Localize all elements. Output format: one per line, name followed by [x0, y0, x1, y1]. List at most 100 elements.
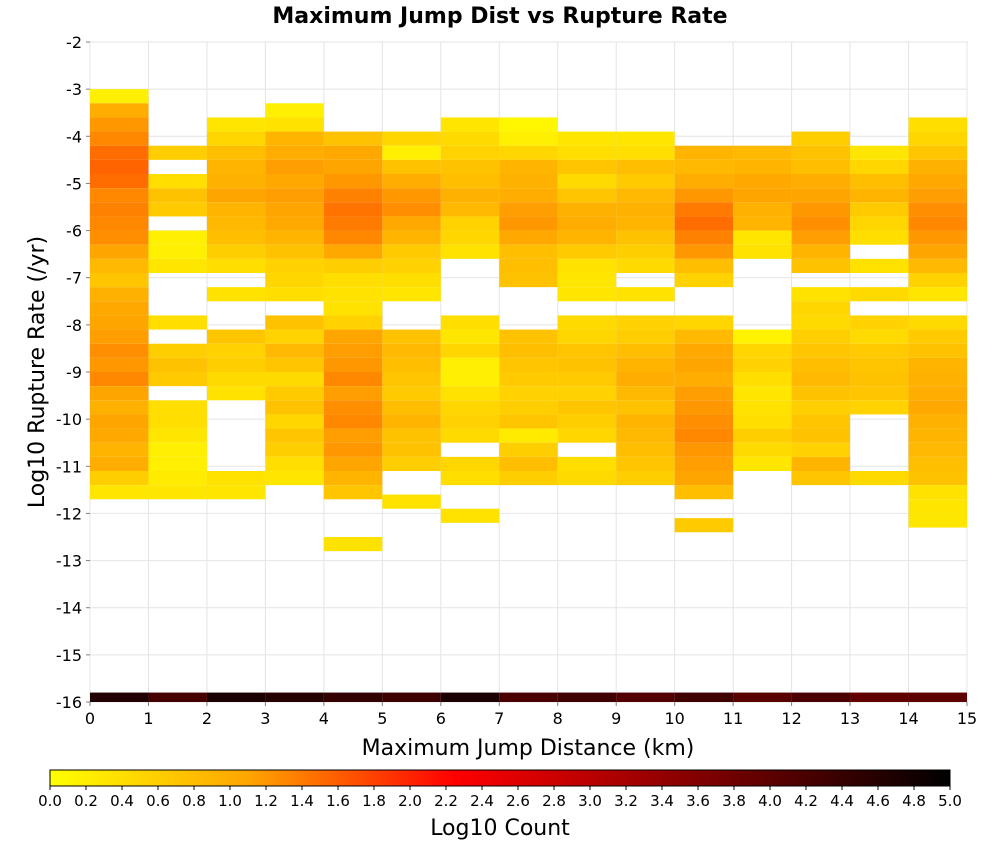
heatmap-cell: [499, 159, 558, 174]
x-tick-label: 6: [436, 709, 446, 728]
heatmap-cell: [674, 372, 734, 387]
y-axis-label: Log10 Rupture Rate (/yr): [25, 236, 50, 508]
heatmap-cell: [265, 145, 324, 160]
heatmap-cell: [499, 131, 558, 146]
heatmap-cell: [206, 386, 266, 401]
heatmap-cell: [499, 442, 558, 457]
heatmap-cell: [791, 188, 851, 203]
heatmap-cell: [265, 471, 324, 486]
heatmap-cell: [791, 301, 851, 316]
heatmap-cell: [791, 145, 851, 160]
heatmap-cell: [908, 329, 967, 344]
heatmap-cell: [382, 230, 441, 245]
heatmap-cell: [90, 386, 149, 401]
heatmap-cell: [674, 174, 734, 189]
heatmap-cell: [90, 357, 149, 372]
heatmap-cell: [557, 258, 617, 273]
colorbar-tick-label: 3.8: [722, 792, 746, 810]
y-axis-ticks: -2 -3 -4 -5 -6 -7 -8 -9 -10 -11 -12 -13 -14 -15 -16: [56, 33, 90, 712]
heatmap-cell: [908, 357, 967, 372]
y-tick-label: -12: [56, 504, 82, 523]
baseline-cell: [674, 692, 734, 702]
heatmap-cell: [616, 159, 675, 174]
heatmap-cell: [323, 230, 383, 245]
heatmap-cell: [148, 442, 207, 457]
heatmap-cell: [557, 244, 617, 259]
baseline-cell: [323, 692, 383, 702]
heatmap-cell: [440, 508, 500, 523]
heatmap-cell: [499, 188, 558, 203]
heatmap-cell: [791, 428, 851, 443]
x-tick-label: 7: [494, 709, 504, 728]
heatmap-cell: [733, 244, 792, 259]
heatmap-cell: [908, 216, 967, 231]
heatmap-cell: [908, 117, 967, 132]
heatmap-cell: [148, 188, 207, 203]
heatmap-cell: [265, 188, 324, 203]
heatmap-cell: [616, 131, 675, 146]
heatmap-cell: [616, 471, 675, 486]
y-tick-label: -13: [56, 552, 82, 571]
colorbar-tick-label: 0.6: [146, 792, 170, 810]
heatmap-cell: [791, 414, 851, 429]
colorbar-tick-label: 2.2: [434, 792, 458, 810]
heatmap-cell: [557, 315, 617, 330]
heatmap-cell: [791, 372, 851, 387]
heatmap-cell: [499, 117, 558, 132]
colorbar-tick-label: 4.4: [830, 792, 854, 810]
heatmap-cell: [90, 414, 149, 429]
x-tick-label: 9: [611, 709, 621, 728]
heatmap-cell: [908, 273, 967, 288]
heatmap-cell: [908, 414, 967, 429]
heatmap-cell: [850, 258, 909, 273]
heatmap-cell: [674, 386, 734, 401]
y-tick-label: -15: [56, 646, 82, 665]
heatmap-cell: [791, 216, 851, 231]
heatmap-cell: [440, 174, 500, 189]
heatmap-cell: [499, 216, 558, 231]
heatmap-cell: [323, 287, 383, 302]
heatmap-cell: [499, 456, 558, 471]
heatmap-cell: [908, 145, 967, 160]
y-tick-label: -14: [56, 599, 82, 618]
heatmap-cell: [323, 442, 383, 457]
heatmap-cell: [265, 230, 324, 245]
heatmap-cell: [323, 343, 383, 358]
heatmap-cell: [616, 244, 675, 259]
heatmap-cell: [616, 428, 675, 443]
heatmap-cell: [557, 202, 617, 217]
heatmap-cell: [557, 216, 617, 231]
heatmap-cell: [616, 400, 675, 415]
heatmap-cell: [90, 131, 149, 146]
colorbar-tick-label: 3.6: [686, 792, 710, 810]
heatmap-cell: [850, 329, 909, 344]
heatmap-cell: [616, 145, 675, 160]
colorbar-tick-label: 4.2: [794, 792, 818, 810]
heatmap-cell: [148, 343, 207, 358]
heatmap-cell: [908, 258, 967, 273]
heatmap-cell: [674, 329, 734, 344]
heatmap-cell: [616, 188, 675, 203]
heatmap-cell: [499, 343, 558, 358]
heatmap-cell: [323, 357, 383, 372]
heatmap-cell: [908, 159, 967, 174]
heatmap-cell: [557, 329, 617, 344]
heatmap-cell: [557, 386, 617, 401]
heatmap-cell: [440, 216, 500, 231]
heatmap-cell: [850, 357, 909, 372]
heatmap-cell: [440, 343, 500, 358]
heatmap-cell: [148, 230, 207, 245]
heatmap-cell: [382, 386, 441, 401]
baseline-cell: [557, 692, 617, 702]
heatmap-cell: [206, 188, 266, 203]
heatmap-cell: [440, 414, 500, 429]
heatmap-cell: [499, 414, 558, 429]
heatmap-cell: [382, 244, 441, 259]
colorbar-tick-label: 3.0: [578, 792, 602, 810]
colorbar-tick-label: 2.6: [506, 792, 530, 810]
heatmap-cell: [148, 485, 207, 500]
heatmap-cell: [733, 386, 792, 401]
colorbar-tick-label: 0.4: [110, 792, 134, 810]
heatmap-cell: [440, 400, 500, 415]
colorbar-tick-label: 1.8: [362, 792, 386, 810]
